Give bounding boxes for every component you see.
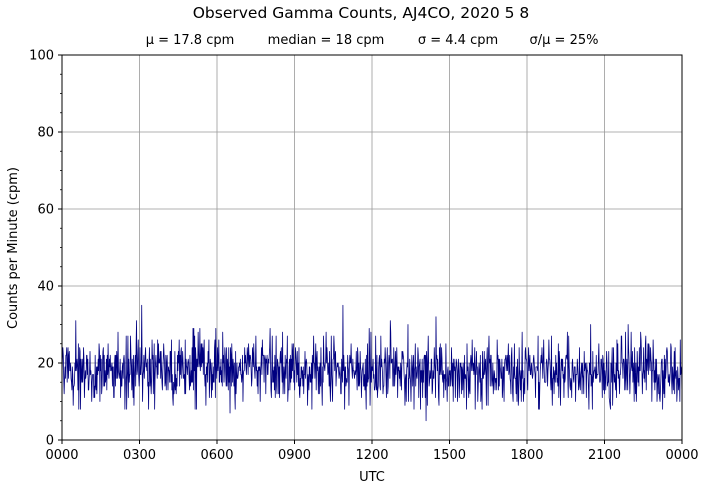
y-tick-label: 100 [29,49,54,64]
x-tick-label: 1800 [510,448,543,463]
chart-subtitle: μ = 17.8 cpm median = 18 cpm σ = 4.4 cpm… [146,33,599,48]
series-layer [61,304,683,422]
x-tick-label: 0600 [200,448,233,463]
y-tick-label: 40 [37,280,54,295]
y-axis: 0 20 40 60 80 100 [29,49,62,449]
x-axis-label: UTC [359,470,385,485]
chart-title: Observed Gamma Counts, AJ4CO, 2020 5 8 [193,4,530,22]
subtitle-cv: σ/μ = 25% [530,33,599,48]
y-axis-label: Counts per Minute (cpm) [6,167,21,329]
x-tick-label: 0000 [665,448,698,463]
y-tick-label: 60 [37,203,54,218]
x-tick-label: 0000 [45,448,78,463]
subtitle-sigma: σ = 4.4 cpm [418,33,498,48]
y-tick-label: 0 [46,434,54,449]
x-tick-label: 1200 [355,448,388,463]
subtitle-median: median = 18 cpm [268,33,385,48]
y-tick-label: 20 [37,357,54,372]
x-tick-label: 2100 [588,448,621,463]
x-axis: 0000 0300 0600 0900 1200 1500 1800 2100 0000 [45,440,699,463]
y-tick-label: 80 [37,126,54,141]
subtitle-mean: μ = 17.8 cpm [146,33,235,48]
x-tick-label: 0900 [278,448,311,463]
x-tick-label: 0300 [123,448,156,463]
series-line-gamma-counts [61,304,683,422]
x-tick-label: 1500 [433,448,466,463]
